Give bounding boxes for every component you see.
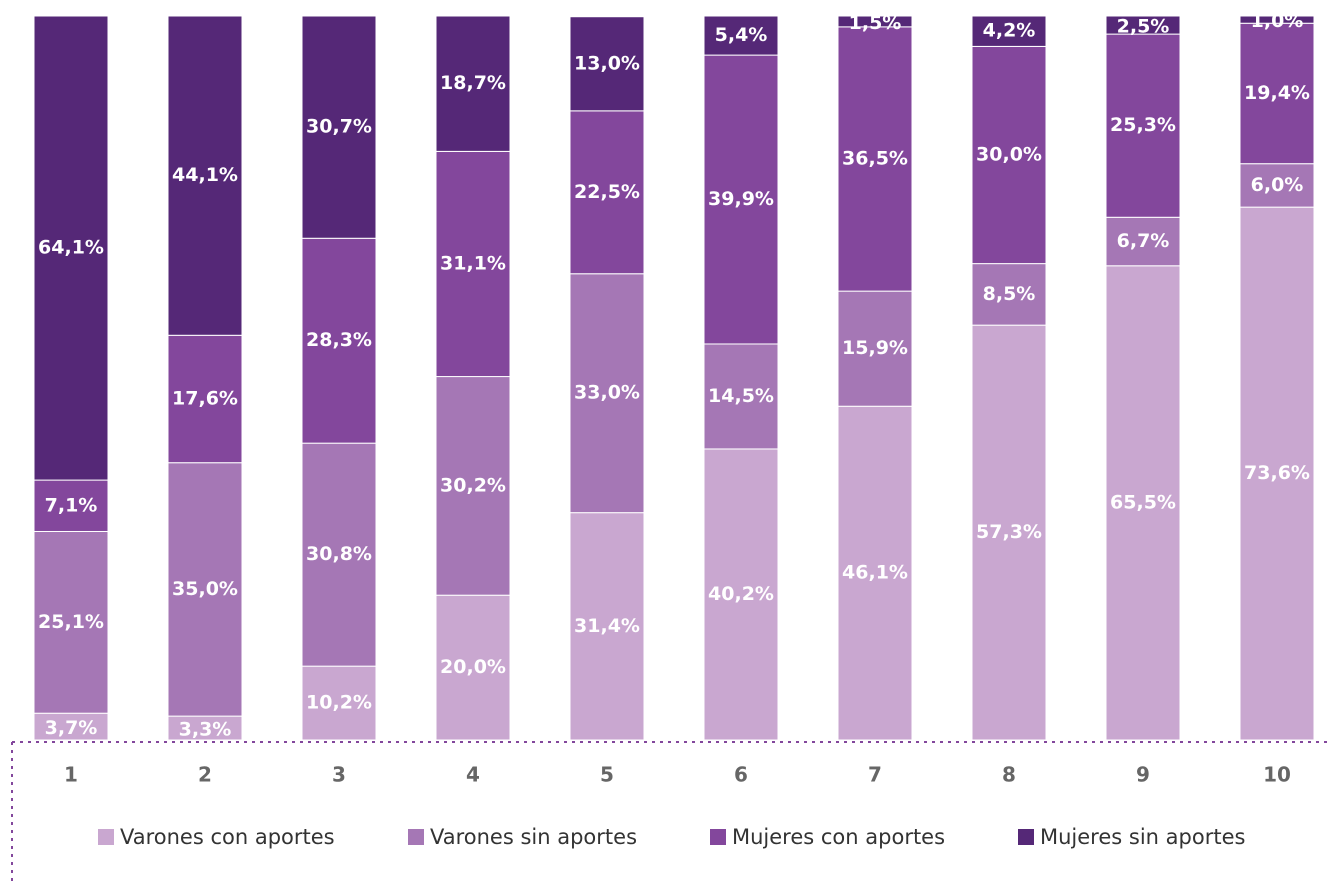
data-label: 73,6% bbox=[1244, 462, 1310, 484]
data-label: 64,1% bbox=[38, 237, 104, 259]
bar-segment bbox=[569, 512, 645, 741]
bar-segment bbox=[837, 290, 913, 407]
data-label: 39,9% bbox=[708, 188, 774, 210]
data-label: 14,5% bbox=[708, 385, 774, 407]
x-tick-label: 8 bbox=[1002, 763, 1016, 787]
legend-label: Mujeres sin aportes bbox=[1040, 825, 1245, 849]
data-label: 44,1% bbox=[172, 164, 238, 186]
bar-segment bbox=[435, 150, 511, 378]
bar-segment bbox=[435, 376, 511, 596]
bar-segment bbox=[703, 15, 779, 56]
legend-swatch bbox=[98, 829, 114, 845]
data-label: 30,2% bbox=[440, 474, 506, 496]
bar-segment bbox=[837, 405, 913, 741]
bar-segment bbox=[837, 15, 913, 28]
x-tick-label: 4 bbox=[466, 763, 480, 787]
data-label: 65,5% bbox=[1110, 491, 1176, 513]
x-tick-label: 10 bbox=[1263, 763, 1291, 787]
data-label: 4,2% bbox=[983, 20, 1036, 42]
data-label: 40,2% bbox=[708, 583, 774, 605]
data-label: 10,2% bbox=[306, 692, 372, 714]
data-label: 19,4% bbox=[1244, 82, 1310, 104]
data-label: 57,3% bbox=[976, 521, 1042, 543]
data-label: 30,8% bbox=[306, 543, 372, 565]
bar-segment bbox=[971, 324, 1047, 741]
data-label: 36,5% bbox=[842, 147, 908, 169]
bar-segment bbox=[1239, 163, 1315, 208]
data-label: 7,1% bbox=[45, 494, 98, 516]
bar-segment bbox=[33, 15, 109, 481]
x-tick-label: 1 bbox=[64, 763, 78, 787]
bar-segment bbox=[703, 448, 779, 741]
bar-segment bbox=[167, 15, 243, 336]
legend-label: Mujeres con aportes bbox=[732, 825, 945, 849]
bar-segment bbox=[435, 594, 511, 741]
data-label: 20,0% bbox=[440, 656, 506, 678]
legend-label: Varones con aportes bbox=[120, 825, 335, 849]
bar-segment bbox=[1239, 15, 1315, 24]
x-tick-label: 3 bbox=[332, 763, 346, 787]
bar-segment bbox=[1239, 22, 1315, 165]
data-label: 33,0% bbox=[574, 382, 640, 404]
bar-segment bbox=[33, 479, 109, 532]
bar-segment bbox=[301, 15, 377, 239]
data-label: 3,3% bbox=[179, 719, 232, 741]
data-label: 8,5% bbox=[983, 283, 1036, 305]
data-label: 31,4% bbox=[574, 615, 640, 637]
bar-segment bbox=[33, 530, 109, 714]
legend-swatch bbox=[1018, 829, 1034, 845]
data-label: 3,7% bbox=[45, 717, 98, 739]
data-label: 13,0% bbox=[574, 52, 640, 74]
x-tick-label: 7 bbox=[868, 763, 882, 787]
data-label: 35,0% bbox=[172, 578, 238, 600]
data-label: 28,3% bbox=[306, 329, 372, 351]
legend-swatch bbox=[408, 829, 424, 845]
data-label: 25,1% bbox=[38, 611, 104, 633]
data-label: 6,7% bbox=[1117, 230, 1170, 252]
x-tick-label: 9 bbox=[1136, 763, 1150, 787]
bar-segment bbox=[301, 237, 377, 444]
data-label: 25,3% bbox=[1110, 114, 1176, 136]
bar-segment bbox=[1105, 265, 1181, 741]
bar-segment bbox=[569, 16, 645, 112]
data-label: 18,7% bbox=[440, 72, 506, 94]
bar-segment bbox=[971, 263, 1047, 326]
bar-segment bbox=[167, 334, 243, 464]
data-label: 1,0% bbox=[1251, 10, 1304, 32]
data-label: 2,5% bbox=[1117, 16, 1170, 38]
x-tick-label: 2 bbox=[198, 763, 212, 787]
data-label: 6,0% bbox=[1251, 174, 1304, 196]
data-label: 15,9% bbox=[842, 337, 908, 359]
data-label: 30,7% bbox=[306, 116, 372, 138]
bar-segment bbox=[703, 343, 779, 450]
data-label: 22,5% bbox=[574, 181, 640, 203]
bar-segment bbox=[1105, 15, 1181, 35]
bar-segment bbox=[167, 462, 243, 717]
legend-label: Varones sin aportes bbox=[430, 825, 637, 849]
data-label: 5,4% bbox=[715, 24, 768, 46]
bar-segment bbox=[703, 54, 779, 345]
bar-segment bbox=[971, 15, 1047, 47]
bar-segment bbox=[569, 110, 645, 275]
legend-swatch bbox=[710, 829, 726, 845]
bar-segment bbox=[971, 45, 1047, 265]
x-tick-label: 6 bbox=[734, 763, 748, 787]
x-tick-label: 5 bbox=[600, 763, 614, 787]
bar-segment bbox=[837, 26, 913, 292]
data-label: 1,5% bbox=[849, 12, 902, 34]
data-label: 46,1% bbox=[842, 562, 908, 584]
data-label: 31,1% bbox=[440, 252, 506, 274]
data-label: 30,0% bbox=[976, 144, 1042, 166]
bar-segment bbox=[435, 15, 511, 152]
bar-segment bbox=[1239, 206, 1315, 741]
bar-segment bbox=[301, 442, 377, 667]
data-label: 17,6% bbox=[172, 387, 238, 409]
